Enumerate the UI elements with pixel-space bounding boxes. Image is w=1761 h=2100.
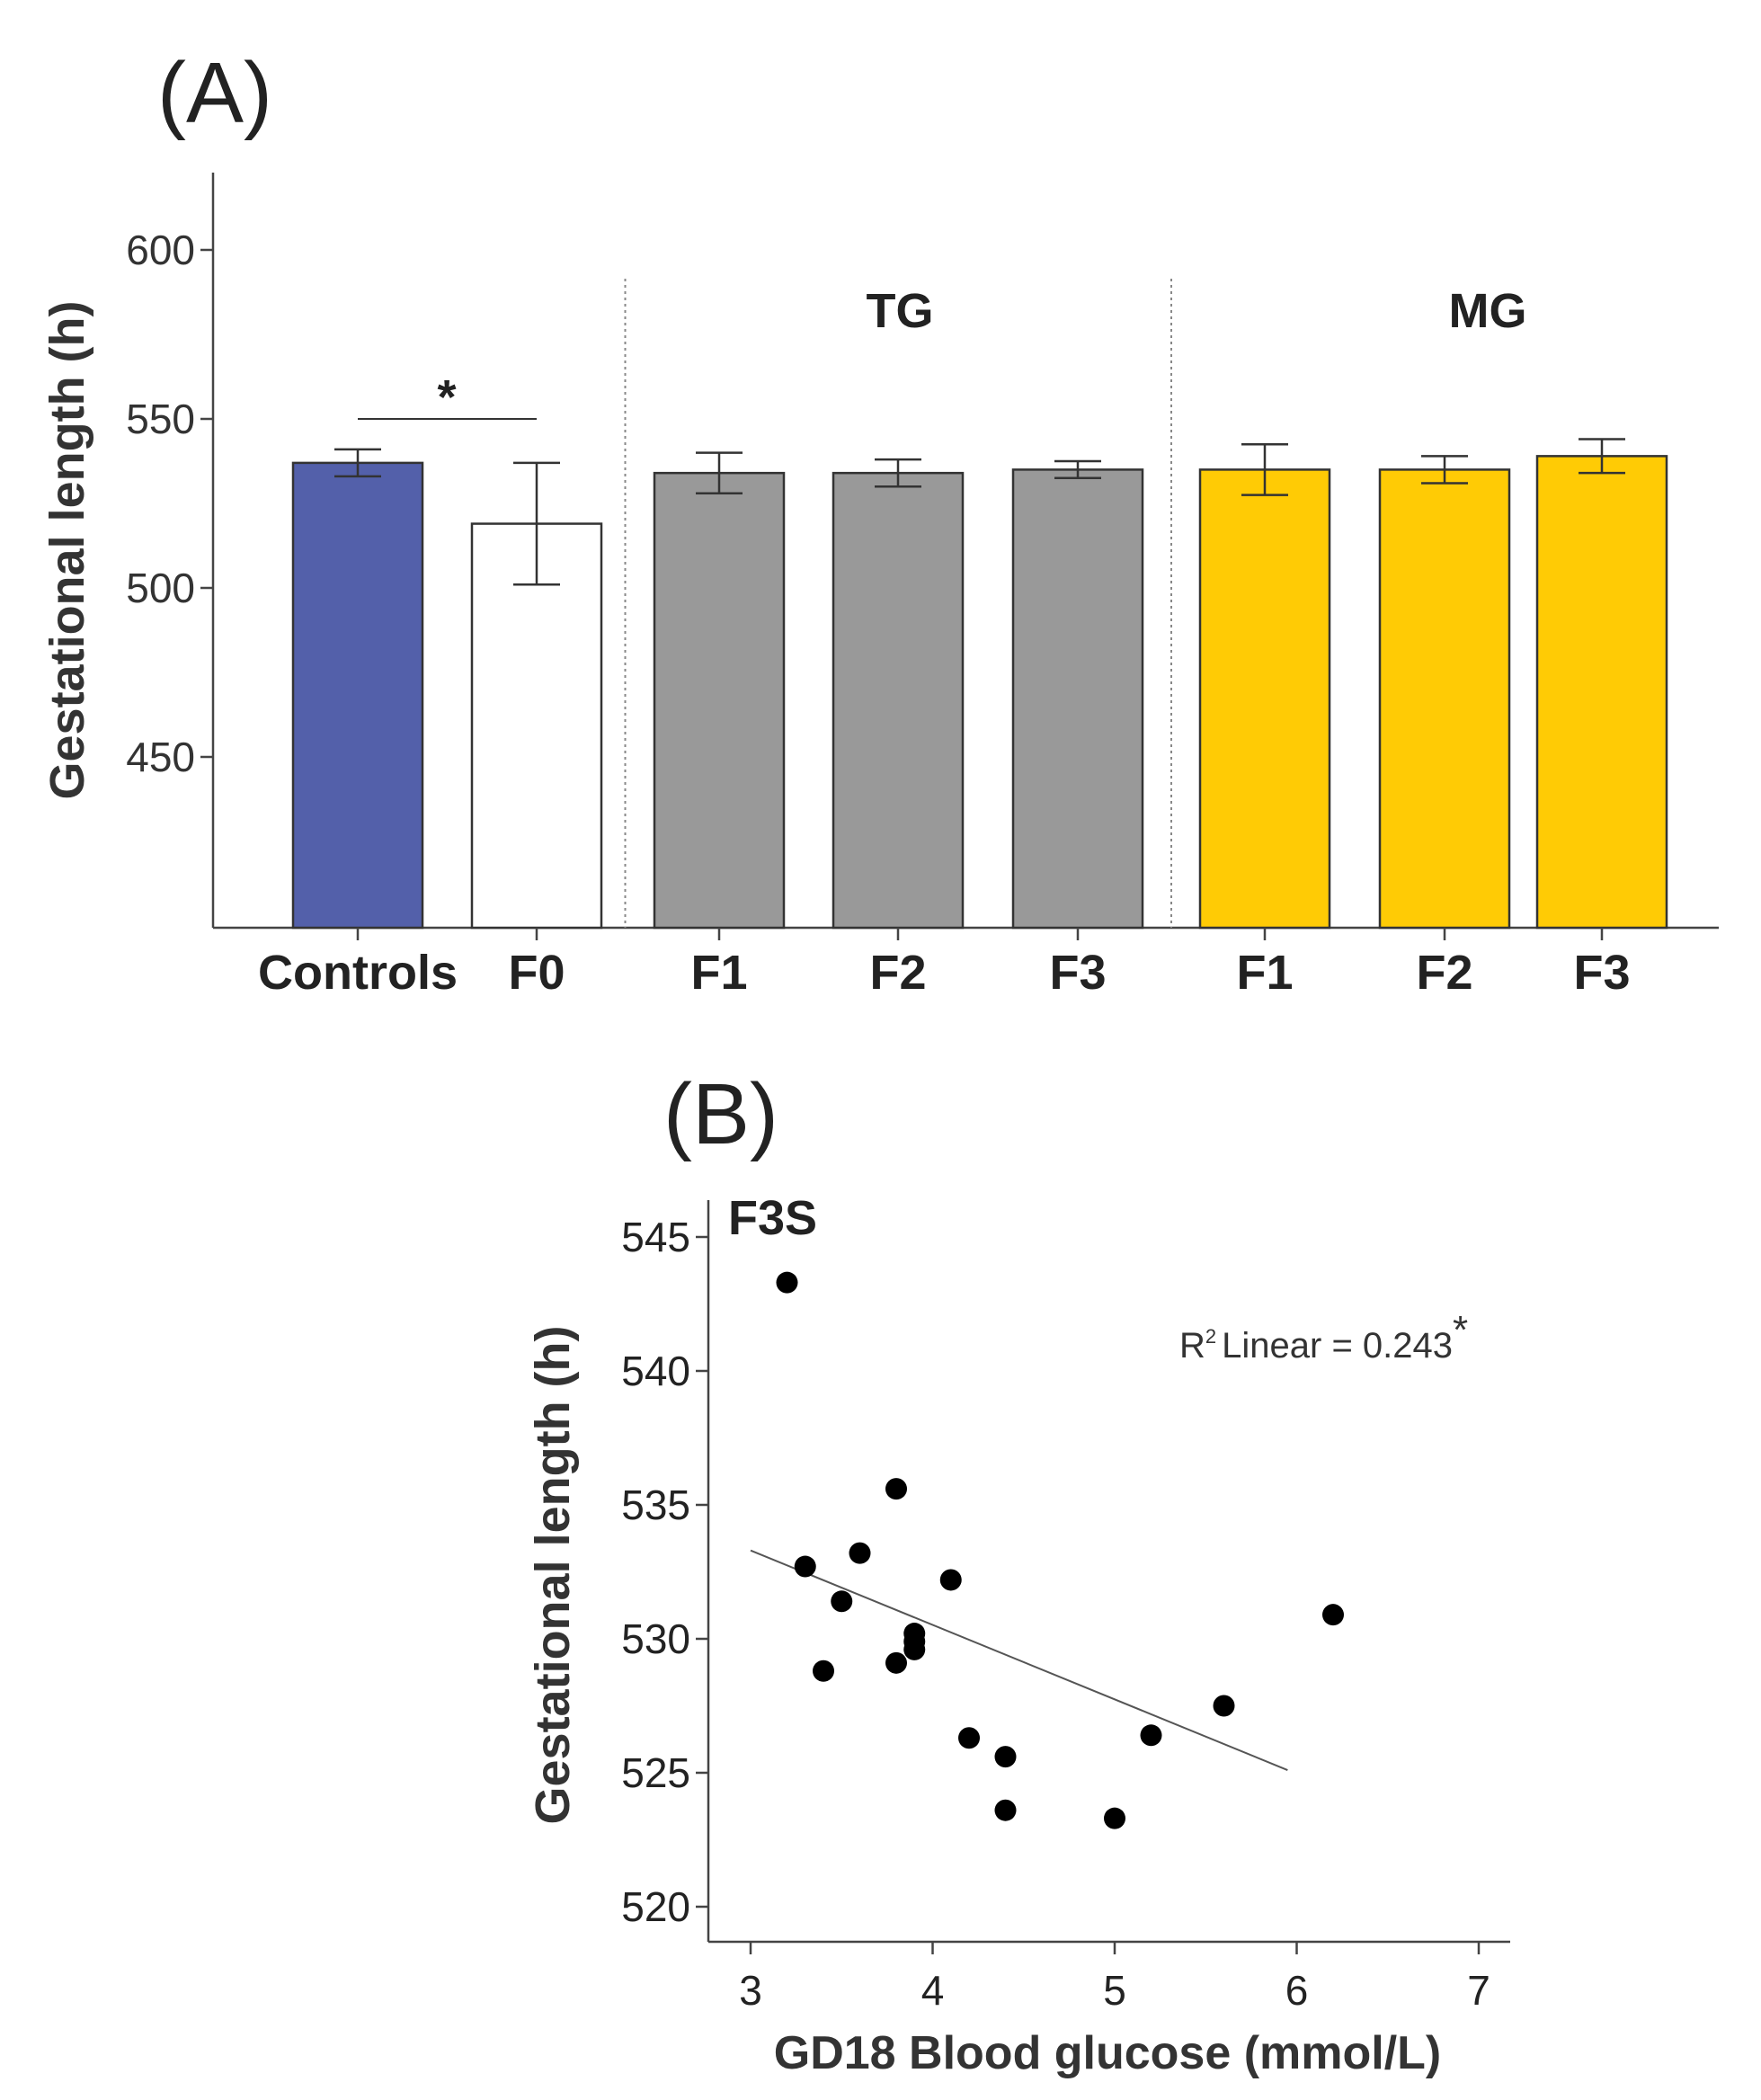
category-label: F2 xyxy=(1416,946,1472,1000)
panel-a-category-labels: Controls F0 F1 F2 F3 F1 F2 F3 xyxy=(258,928,1631,1000)
panel-b-y-tick-label: 535 xyxy=(621,1482,690,1528)
scatter-point xyxy=(1322,1604,1344,1626)
scatter-point xyxy=(994,1746,1017,1768)
scatter-point xyxy=(1140,1724,1162,1747)
panel-a-bars xyxy=(291,455,1668,930)
significance-marker: * xyxy=(437,370,456,424)
scatter-point xyxy=(885,1651,907,1674)
panel-b-y-axis-label: Gestational length (h) xyxy=(526,1325,580,1824)
panel-b-label: (B) xyxy=(663,1066,778,1162)
scatter-point xyxy=(1104,1807,1125,1829)
bar-controls xyxy=(291,461,424,930)
group-label-mg: MG xyxy=(1449,284,1527,338)
panel-a-y-tick-label: 500 xyxy=(126,565,195,611)
panel-a-y-tick-label: 550 xyxy=(126,396,195,442)
bar-f3 xyxy=(1011,468,1144,930)
bar-f1 xyxy=(1198,468,1331,930)
scatter-point xyxy=(813,1660,834,1682)
scatter-point xyxy=(994,1799,1017,1821)
panel-b-x-tick-label: 5 xyxy=(1103,1967,1126,2014)
panel-b-y-tick-label: 540 xyxy=(621,1348,690,1394)
scatter-point xyxy=(903,1638,926,1660)
panel-b-x-tick-label: 6 xyxy=(1285,1967,1309,2014)
bar-f2 xyxy=(832,471,965,930)
bar-f1 xyxy=(653,471,786,930)
panel-a-y-ticks: 450 500 550 600 xyxy=(126,227,213,780)
panel-a-group-separators xyxy=(624,279,1172,928)
panel-b-x-axis-label: GD18 Blood glucose (mmol/L) xyxy=(774,2027,1442,2079)
category-label: F1 xyxy=(690,946,747,1000)
scatter-point xyxy=(776,1271,798,1294)
category-label: Controls xyxy=(258,946,458,1000)
panel-b-x-tick-label: 3 xyxy=(739,1967,762,2014)
panel-b-points xyxy=(776,1271,1344,1829)
r2-superscript: 2 xyxy=(1205,1325,1216,1348)
category-label: F1 xyxy=(1236,946,1293,1000)
bar-f0 xyxy=(470,522,603,930)
panel-b-x-tick-label: 4 xyxy=(921,1967,945,2014)
regression-line xyxy=(750,1549,1288,1771)
group-label-tg: TG xyxy=(867,284,934,338)
panel-b-scatter-chart: (B) Gestational length (h) GD18 Blood gl… xyxy=(526,1066,1510,2079)
panel-b-r2-annotation: R2 Linear = 0.243* xyxy=(1179,1308,1468,1366)
panel-a-y-tick-label: 600 xyxy=(126,227,195,273)
category-label: F3 xyxy=(1049,946,1106,1000)
bar-f2 xyxy=(1378,468,1511,930)
panel-a-error-bars xyxy=(334,438,1625,586)
panel-a-bar-chart: (A) Gestational length (h) * TG MG Contro… xyxy=(40,45,1719,1000)
scatter-point xyxy=(794,1555,816,1578)
panel-a-significance: * xyxy=(358,370,537,424)
panel-b-inset-label: F3S xyxy=(728,1191,817,1245)
panel-a-group-labels: TG MG xyxy=(867,284,1527,338)
r2-r-symbol: R xyxy=(1179,1326,1205,1366)
panel-a-label: (A) xyxy=(157,45,272,141)
scatter-point xyxy=(831,1590,853,1613)
panel-b-x-tick-label: 7 xyxy=(1467,1967,1490,2014)
category-label: F0 xyxy=(508,946,565,1000)
panel-a-y-tick-label: 450 xyxy=(126,734,195,780)
scatter-point xyxy=(958,1727,980,1749)
scatter-point xyxy=(885,1478,907,1500)
r2-value: Linear = 0.243 xyxy=(1222,1326,1453,1366)
bar-f3 xyxy=(1535,455,1668,930)
panel-b-y-tick-label: 520 xyxy=(621,1883,690,1930)
panel-b-y-tick-label: 545 xyxy=(621,1214,690,1260)
scatter-point xyxy=(1213,1695,1235,1717)
r2-significance-marker: * xyxy=(1453,1308,1468,1352)
panel-b-ticks: 520 525 530 535 540 545 3 4 5 6 7 xyxy=(621,1214,1490,2014)
panel-b-axes xyxy=(707,1200,1510,1944)
category-label: F2 xyxy=(869,946,926,1000)
panel-b-y-tick-label: 525 xyxy=(621,1749,690,1796)
scatter-point xyxy=(849,1542,871,1564)
panel-b-regression xyxy=(750,1549,1288,1771)
category-label: F3 xyxy=(1573,946,1630,1000)
scatter-point xyxy=(939,1569,962,1591)
panel-a-y-axis-label: Gestational length (h) xyxy=(40,300,94,799)
panel-b-y-tick-label: 530 xyxy=(621,1615,690,1662)
